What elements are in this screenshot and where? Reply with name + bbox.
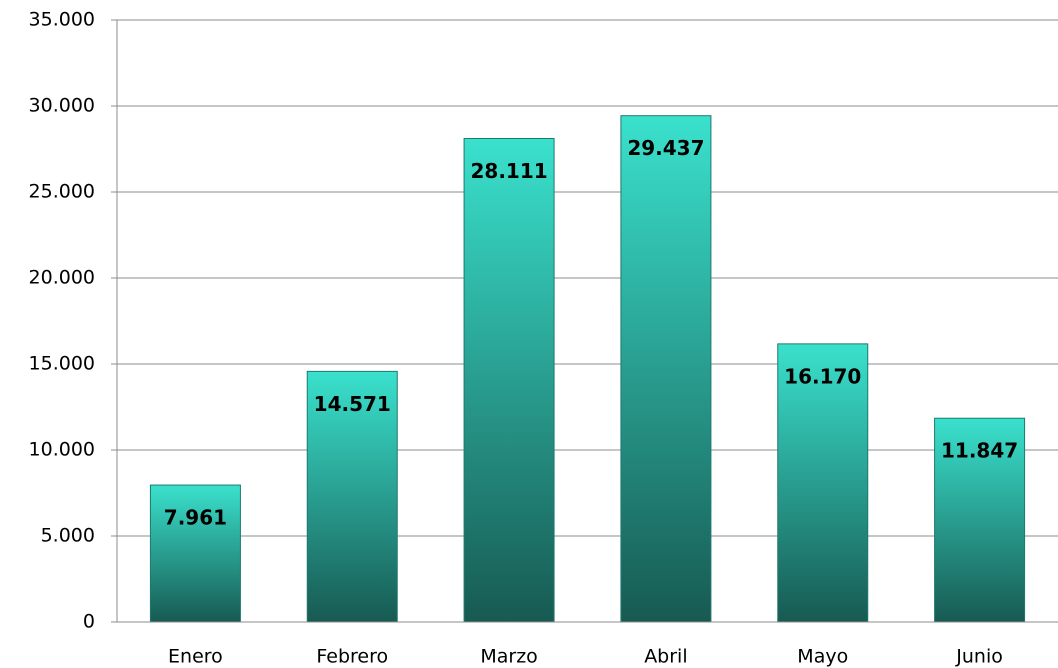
y-tick-label: 5.000 [41,525,95,547]
bar [934,417,1026,623]
x-tick-label: Enero [168,646,223,668]
bar [620,115,712,623]
value-label: 28.111 [470,159,547,183]
x-tick-label: Abril [644,646,687,668]
value-label: 7.961 [164,506,227,530]
y-tick-label: 30.000 [29,95,95,117]
y-tick-label: 10.000 [29,439,95,461]
bar [777,343,869,623]
y-tick-label: 20.000 [29,267,95,289]
y-tick-label: 0 [83,611,95,633]
bar [463,137,555,623]
value-label: 11.847 [941,439,1018,463]
value-label: 16.170 [784,364,861,388]
x-tick-label: Mayo [797,646,848,668]
y-tick-label: 25.000 [29,181,95,203]
value-label: 29.437 [627,136,704,160]
x-tick-label: Febrero [316,646,388,668]
x-tick-label: Marzo [480,646,537,668]
y-tick-label: 15.000 [29,353,95,375]
y-tick-label: 35.000 [29,9,95,31]
x-tick-label: Junio [955,646,1003,668]
value-label: 14.571 [314,392,391,416]
bar [149,484,241,623]
bar [306,370,398,623]
